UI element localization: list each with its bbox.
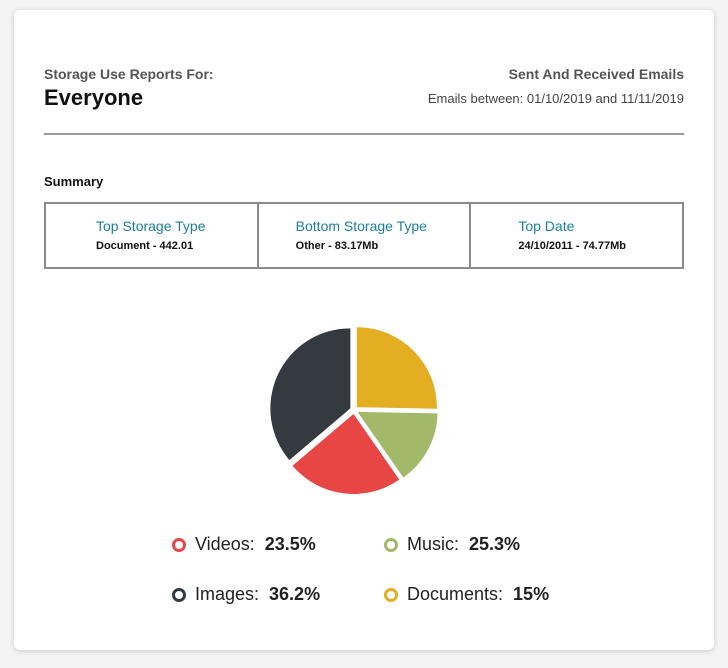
summary-cell-top-date: Top Date 24/10/2011 - 74.77Mb bbox=[471, 204, 682, 267]
summary-heading: Summary bbox=[44, 174, 104, 189]
pie-slice-videos bbox=[292, 413, 400, 494]
summary-cell-bottom-storage-type: Bottom Storage Type Other - 83.17Mb bbox=[259, 204, 472, 267]
legend-value: 25.3% bbox=[469, 534, 521, 554]
report-for-label: Storage Use Reports For: bbox=[44, 66, 214, 82]
legend-value: 15% bbox=[513, 584, 550, 604]
summary-cell-top-storage-type: Top Storage Type Document - 442.01 bbox=[46, 204, 259, 267]
report-card: Storage Use Reports For: Everyone Sent A… bbox=[14, 10, 714, 650]
legend-item-music: Music: 25.3% bbox=[384, 534, 520, 555]
legend-dot-images bbox=[172, 587, 186, 602]
legend-dot-documents bbox=[384, 587, 398, 602]
legend-dot-videos bbox=[172, 537, 186, 552]
header-divider bbox=[44, 133, 684, 135]
date-range-text: Emails between: 01/10/2019 and 11/11/201… bbox=[427, 91, 684, 106]
legend-item-images: Images: 36.2% bbox=[172, 584, 320, 605]
report-header-left: Storage Use Reports For: Everyone bbox=[44, 66, 214, 111]
pie-slice-images bbox=[270, 328, 351, 461]
summary-table: Top Storage Type Document - 442.01 Botto… bbox=[44, 202, 684, 269]
report-audience-title: Everyone bbox=[44, 85, 144, 110]
legend-item-documents: Documents: 15% bbox=[384, 584, 549, 605]
legend-name: Music: bbox=[407, 534, 460, 554]
summary-cell-title: Top Storage Type bbox=[96, 218, 206, 234]
legend-dot-music bbox=[384, 537, 398, 552]
summary-cell-value: Document - 442.01 bbox=[96, 240, 194, 252]
legend-value: 36.2% bbox=[269, 584, 321, 604]
legend-name: Images: bbox=[195, 584, 260, 604]
report-header-right: Sent And Received Emails Emails between:… bbox=[428, 66, 684, 106]
pie-slice-documents bbox=[356, 327, 437, 409]
summary-cell-value: 24/10/2011 - 74.77Mb bbox=[518, 240, 626, 252]
legend-item-videos: Videos: 23.5% bbox=[172, 534, 316, 555]
storage-pie-chart bbox=[270, 327, 438, 494]
legend-name: Documents: bbox=[407, 584, 504, 604]
legend-value: 23.5% bbox=[264, 534, 316, 554]
legend-name: Videos: bbox=[195, 534, 255, 554]
pie-slice-music bbox=[357, 411, 438, 478]
summary-cell-title: Bottom Storage Type bbox=[295, 218, 427, 234]
report-type-label: Sent And Received Emails bbox=[508, 66, 684, 82]
summary-cell-value: Other - 83.17Mb bbox=[295, 240, 379, 252]
summary-cell-title: Top Date bbox=[518, 218, 575, 234]
